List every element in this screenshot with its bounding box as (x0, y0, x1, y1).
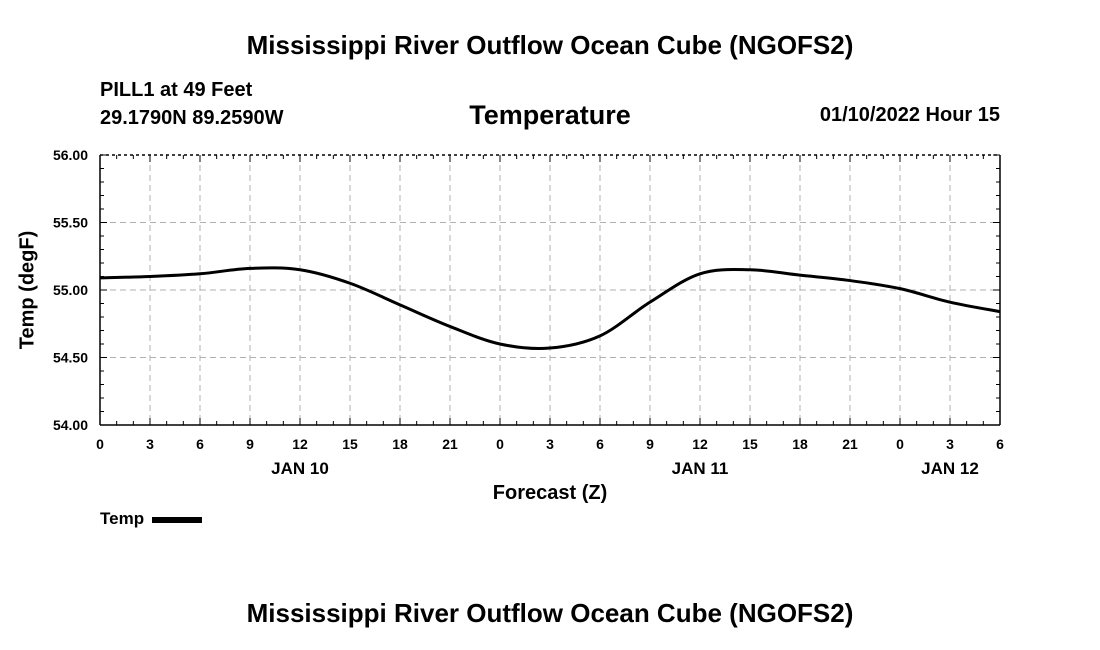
x-tick-label: 3 (146, 436, 154, 452)
x-tick-label: 12 (692, 436, 708, 452)
forecast-datetime: 01/10/2022 Hour 15 (819, 104, 1000, 126)
x-tick-label: 21 (442, 436, 458, 452)
x-tick-label: 18 (392, 436, 408, 452)
y-tick-label: 55.50 (53, 215, 88, 231)
chart-title: Temperature (469, 100, 631, 130)
x-day-label: JAN 12 (921, 459, 979, 478)
x-tick-label: 9 (646, 436, 654, 452)
y-tick-label: 54.00 (53, 417, 88, 433)
x-tick-label: 15 (342, 436, 358, 452)
x-tick-label: 9 (246, 436, 254, 452)
x-tick-label: 6 (196, 436, 204, 452)
x-tick-label: 6 (996, 436, 1004, 452)
legend: Temp (100, 509, 203, 529)
x-day-label: JAN 11 (672, 459, 729, 478)
x-tick-label: 0 (96, 436, 104, 452)
x-tick-label: 12 (292, 436, 308, 452)
station-coordinates: 29.1790N 89.2590W (100, 107, 284, 129)
y-axis-label: Temp (degF) (16, 230, 39, 350)
x-tick-label: 18 (792, 436, 808, 452)
x-tick-label: 0 (496, 436, 504, 452)
y-tick-label: 55.00 (53, 282, 88, 298)
x-tick-label: 3 (546, 436, 554, 452)
legend-label-temp: Temp (100, 509, 145, 528)
y-tick-label: 54.50 (53, 350, 88, 366)
station-info: PILL1 at 49 Feet 29.1790N 89.2590W (100, 76, 283, 132)
x-tick-label: 3 (946, 436, 954, 452)
x-axis-label: Forecast (Z) (492, 482, 608, 504)
next-chart-title: Mississippi River Outflow Ocean Cube (NG… (246, 598, 854, 628)
station-name: PILL1 at 49 Feet (100, 79, 253, 101)
x-tick-label: 0 (896, 436, 904, 452)
x-tick-label: 21 (842, 436, 858, 452)
main-title: Mississippi River Outflow Ocean Cube (NG… (246, 30, 854, 60)
y-tick-label: 56.00 (53, 147, 88, 163)
x-day-label: JAN 10 (271, 459, 329, 478)
x-tick-label: 15 (742, 436, 758, 452)
x-tick-label: 6 (596, 436, 604, 452)
legend-swatch-temp (152, 516, 203, 523)
